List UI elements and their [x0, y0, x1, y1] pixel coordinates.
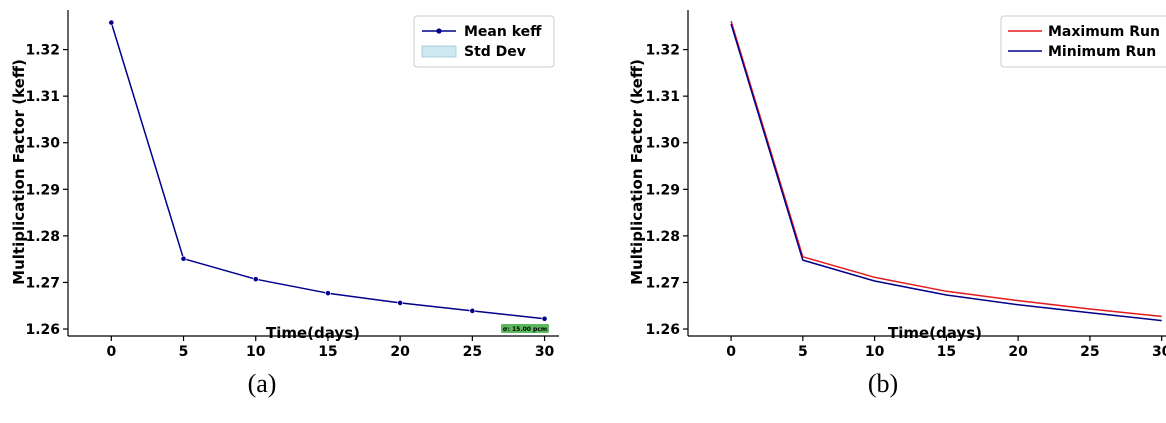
x-tick-label: 30 [1152, 344, 1166, 360]
x-tick-label: 5 [179, 344, 189, 360]
legend-patch-std-dev [421, 45, 457, 58]
x-tick-label: 30 [535, 344, 555, 360]
y-tick-label: 1.28 [25, 229, 60, 245]
data-point-mean-keff [108, 19, 115, 26]
y-axis-label-b: Multiplication Factor (keff) [628, 59, 646, 285]
legend-label-minimum-run: Minimum Run [1048, 44, 1156, 60]
y-tick-label: 1.26 [645, 322, 680, 338]
x-tick-label: 25 [1080, 344, 1099, 360]
axes-a [67, 10, 559, 337]
x-axis-label-a: Time(days) [266, 324, 360, 342]
y-tick-label: 1.27 [25, 275, 60, 291]
legend-label-std-dev: Std Dev [464, 44, 526, 60]
y-tick-label: 1.29 [25, 182, 60, 198]
sigma-badge [501, 324, 549, 333]
data-point-mean-keff [252, 276, 259, 283]
x-tick-label: 10 [246, 344, 266, 360]
axes-b [687, 10, 1166, 337]
legend-label-maximum-run: Maximum Run [1048, 24, 1160, 40]
y-tick-label: 1.30 [645, 136, 680, 152]
ticks-a: 0 5 10 15 20 25 30 1.26 1.27 1.28 1.29 1.30 1.31 1.32 [25, 43, 554, 360]
x-tick-label: 15 [937, 344, 956, 360]
sigma-badge-text: σ: 15.00 pcm [503, 326, 547, 333]
sigma-annotation: σ: 15.00 pcm [501, 324, 549, 333]
y-tick-label: 1.32 [25, 43, 60, 59]
legend-label-mean-keff: Mean keff [464, 24, 542, 40]
series-layer-b [730, 20, 1162, 322]
x-axis-label-b: Time(days) [888, 324, 982, 342]
y-tick-label: 1.28 [645, 229, 680, 245]
y-tick-label: 1.27 [645, 275, 680, 291]
caption-b: (b) [868, 369, 898, 398]
x-tick-label: 10 [865, 344, 885, 360]
x-tick-label: 15 [318, 344, 337, 360]
x-tick-label: 0 [106, 344, 116, 360]
y-axis-label-a: Multiplication Factor (keff) [10, 59, 28, 285]
x-tick-label: 20 [390, 344, 410, 360]
y-tick-label: 1.30 [25, 136, 60, 152]
legend-marker-mean-keff [436, 28, 442, 34]
legend-b: Maximum Run Minimum Run [1000, 15, 1166, 68]
data-point-mean-keff [469, 307, 476, 314]
chart-panel-a: 0 5 10 15 20 25 30 1.26 1.27 1.28 1.29 1.30 1.31 1.32… [10, 10, 559, 398]
chart-panel-b: 0 5 10 15 20 25 30 1.26 1.27 1.28 1.29 1.30 1.31 1.32… [628, 10, 1166, 398]
x-tick-label: 5 [798, 344, 808, 360]
y-tick-label: 1.32 [645, 43, 680, 59]
data-point-mean-keff [180, 255, 187, 262]
x-tick-label: 25 [463, 344, 482, 360]
series-line-maximum-run [730, 20, 1162, 318]
ticks-b: 0 5 10 15 20 25 30 1.26 1.27 1.28 1.29 1.30 1.31 1.32 [645, 43, 1166, 360]
x-tick-label: 20 [1008, 344, 1028, 360]
legend-a: Mean keff Std Dev [413, 15, 555, 68]
x-tick-label: 0 [726, 344, 736, 360]
data-point-mean-keff [325, 290, 331, 297]
y-tick-label: 1.29 [645, 182, 680, 198]
data-point-mean-keff [397, 300, 404, 306]
y-tick-label: 1.31 [25, 89, 60, 105]
series-layer-a [108, 19, 548, 322]
series-line-minimum-run [730, 23, 1162, 322]
legend-box-b [1000, 15, 1166, 68]
data-point-mean-keff [541, 315, 548, 322]
caption-a: (a) [248, 369, 277, 398]
y-tick-label: 1.31 [645, 89, 680, 105]
y-tick-label: 1.26 [25, 322, 60, 338]
